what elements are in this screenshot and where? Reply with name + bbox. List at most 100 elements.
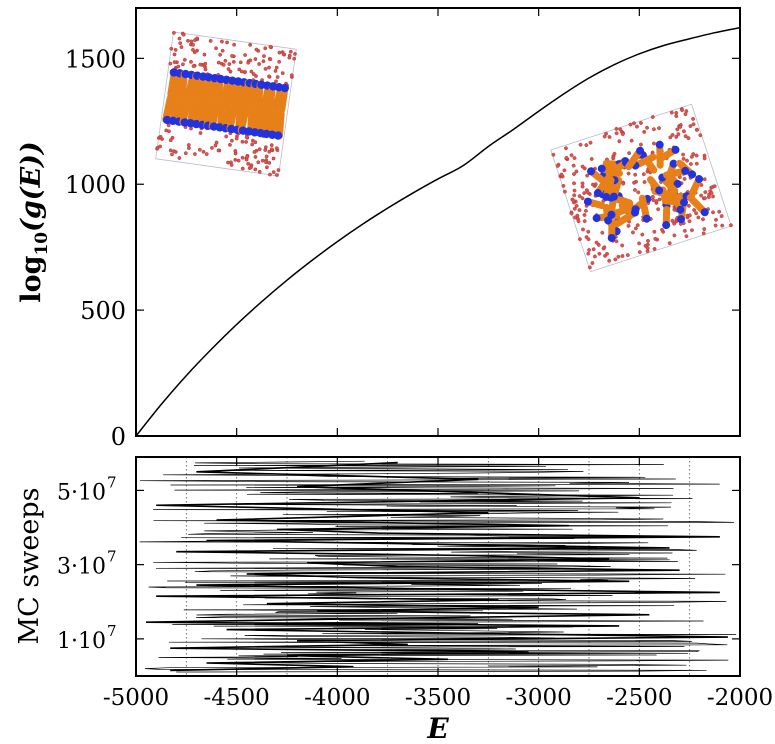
bottom-y-ticks: 1·10 73·10 75·10 7 [57, 473, 740, 654]
snapshot-insets [155, 30, 733, 273]
solvent-particle [189, 39, 194, 44]
solvent-particle [594, 240, 599, 245]
solvent-particle [589, 157, 594, 161]
solvent-particle [173, 150, 178, 154]
solvent-particle [674, 135, 679, 139]
solvent-particle [274, 79, 278, 84]
solvent-particle [168, 61, 173, 66]
solvent-particle [645, 249, 650, 254]
rod-head [655, 140, 664, 149]
solvent-particle [683, 112, 688, 117]
solvent-particle [684, 234, 689, 239]
solvent-particle [580, 196, 585, 201]
solvent-particle [267, 149, 272, 154]
solvent-particle [682, 228, 687, 233]
top-y-ticks: 0 500 1000 1500 [65, 45, 740, 451]
solvent-particle [243, 53, 247, 57]
solvent-particle [172, 60, 177, 64]
solvent-particle [600, 230, 605, 235]
solvent-particle [277, 59, 282, 64]
solvent-particle [586, 251, 591, 256]
solvent-particle [269, 143, 274, 147]
solvent-particle [246, 60, 251, 65]
solvent-particle [261, 59, 266, 64]
solvent-particle [682, 129, 686, 134]
solvent-particle [182, 57, 187, 62]
solvent-particle [688, 124, 693, 128]
solvent-particle [643, 244, 648, 248]
solvent-particle [696, 215, 701, 220]
top-y-axis-label: log10(g(E)) [16, 141, 52, 302]
solvent-particle [681, 157, 686, 161]
solvent-particle [177, 36, 182, 41]
solvent-particle [198, 62, 203, 67]
solvent-particle [580, 181, 585, 186]
solvent-particle [712, 184, 717, 189]
solvent-particle [293, 52, 297, 56]
solvent-particle [179, 45, 184, 49]
top-series-line [135, 26, 741, 437]
solvent-particle [173, 48, 178, 52]
bottom-y-tick-label: 5·10 [57, 480, 106, 505]
solvent-particle [591, 247, 596, 252]
solvent-particle [577, 194, 582, 198]
solvent-particle [250, 138, 255, 143]
solvent-particle [670, 218, 675, 223]
solvent-particle [702, 227, 707, 231]
solvent-particle [694, 161, 699, 166]
rod-head [593, 189, 602, 198]
solvent-particle [681, 152, 685, 157]
solvent-particle [187, 146, 191, 150]
solvent-particle [675, 127, 680, 132]
solvent-particle [678, 125, 682, 129]
x-tick-label: -3500 [405, 685, 471, 711]
solvent-particle [229, 163, 234, 167]
solvent-particle [576, 219, 581, 224]
solvent-particle [183, 151, 188, 156]
top-plot-frame [135, 7, 741, 437]
solvent-particle [620, 132, 625, 137]
solvent-particle [181, 62, 185, 67]
trajectory-detail [139, 460, 737, 673]
rod-head [671, 145, 680, 154]
solvent-particle [633, 172, 638, 177]
solvent-particle [230, 54, 234, 58]
solvent-particle [642, 130, 647, 134]
solvent-particle [271, 156, 276, 161]
solvent-particle [656, 207, 661, 212]
solvent-particle [580, 164, 585, 169]
solvent-particle [572, 193, 577, 198]
solvent-particle [218, 52, 223, 57]
solvent-particle [654, 199, 659, 203]
solvent-particle [582, 213, 587, 217]
solvent-particle [692, 208, 696, 212]
solvent-particle [253, 155, 258, 159]
solvent-particle [729, 223, 733, 228]
solvent-particle [254, 74, 258, 78]
solvent-particle [572, 206, 577, 211]
solvent-particle [186, 38, 190, 43]
solvent-particle [252, 150, 257, 154]
solvent-particle [561, 183, 566, 188]
solvent-particle [639, 121, 643, 125]
rod-head [695, 175, 704, 184]
solvent-particle [585, 173, 590, 178]
solvent-particle [216, 60, 221, 65]
solvent-particle [168, 138, 173, 143]
solvent-particle [670, 133, 675, 137]
solvent-particle [571, 198, 576, 203]
solvent-particle [228, 143, 232, 147]
solvent-particle [632, 121, 636, 126]
solvent-particle [657, 197, 662, 202]
solvent-particle [699, 193, 704, 198]
rod-head [680, 198, 689, 207]
solvent-particle [607, 258, 612, 263]
solvent-particle [582, 191, 587, 195]
solvent-particle [642, 180, 647, 184]
solvent-particle [581, 227, 585, 232]
solvent-particle [225, 40, 229, 45]
solvent-particle [158, 144, 162, 149]
solvent-particle [221, 62, 226, 67]
solvent-particle [587, 248, 591, 252]
solvent-particle [193, 152, 197, 156]
